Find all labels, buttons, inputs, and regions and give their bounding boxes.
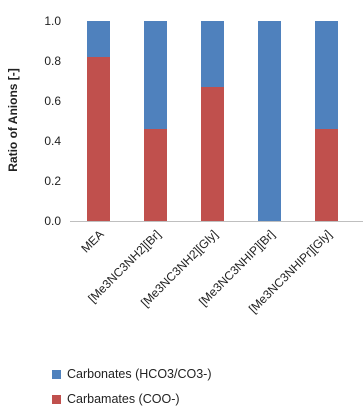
x-tick-label: MEA (78, 227, 106, 255)
legend-swatch-carbamates (52, 394, 61, 404)
bar-segment-carbamates (144, 129, 167, 221)
x-axis-tick-labels: MEA[Me3NC3NH2][Br][Me3NC3NH2][Gly][Me3NC… (78, 227, 334, 316)
y-tick-label: 1.0 (44, 14, 61, 28)
y-tick-label: 0.8 (44, 54, 61, 68)
legend-item-carbamates: Carbamates (COO-) (52, 391, 212, 407)
y-axis-ticks: 0.0 0.2 0.4 0.6 0.8 1.0 (44, 14, 61, 228)
bar-segment-carbonates (144, 21, 167, 129)
bars (87, 21, 338, 221)
legend-label-carbamates: Carbamates (COO-) (67, 392, 180, 406)
y-axis-label: Ratio of Anions [-] (6, 68, 20, 172)
bar-segment-carbonates (87, 21, 110, 57)
legend: Carbonates (HCO3/CO3-) Carbamates (COO-) (52, 366, 212, 416)
y-tick-label: 0.4 (44, 134, 61, 148)
bar-segment-carbonates (201, 21, 224, 87)
y-tick-label: 0.2 (44, 174, 61, 188)
bar-segment-carbamates (315, 129, 338, 221)
legend-item-carbonates: Carbonates (HCO3/CO3-) (52, 366, 212, 382)
bar-segment-carbonates (258, 21, 281, 221)
bar-segment-carbamates (201, 87, 224, 221)
legend-swatch-carbonates (52, 369, 61, 379)
legend-label-carbonates: Carbonates (HCO3/CO3-) (67, 367, 212, 381)
stacked-bar-chart: 0.0 0.2 0.4 0.6 0.8 1.0 MEA[Me3NC3NH2][Br][Me… (6, 14, 363, 316)
bar-segment-carbamates (87, 57, 110, 221)
y-tick-label: 0.6 (44, 94, 61, 108)
bar-segment-carbonates (315, 21, 338, 129)
y-tick-label: 0.0 (44, 214, 61, 228)
